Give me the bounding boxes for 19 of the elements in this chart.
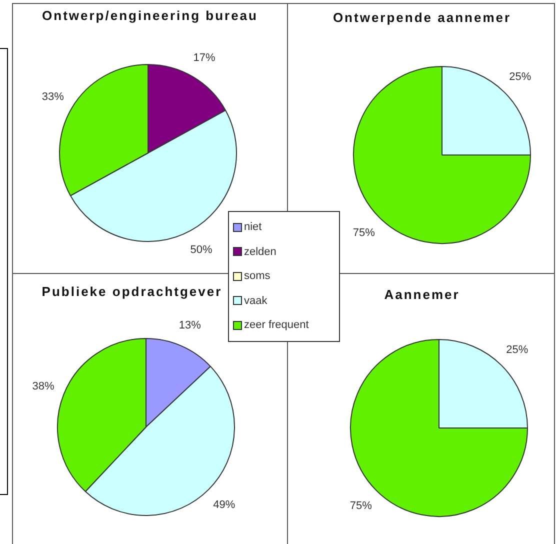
chart-title: Ontwerp/engineering bureau bbox=[42, 8, 258, 23]
data-label: 33% bbox=[42, 90, 64, 103]
chart-title: Publieke opdrachtgever bbox=[42, 284, 222, 299]
data-label: 50% bbox=[190, 244, 212, 256]
legend-label: zelden bbox=[244, 246, 276, 258]
data-label: 17% bbox=[193, 52, 216, 64]
legend-label: soms bbox=[244, 270, 270, 282]
data-label: 13% bbox=[178, 320, 202, 332]
data-label: 25% bbox=[506, 344, 528, 356]
data-label: 49% bbox=[213, 499, 236, 512]
legend-label: niet bbox=[244, 221, 262, 234]
legend-label: zeer frequent bbox=[244, 319, 309, 332]
legend-label: vaak bbox=[244, 294, 268, 307]
data-label: 25% bbox=[509, 70, 532, 83]
chart-title: Aannemer bbox=[384, 287, 460, 302]
data-label: 38% bbox=[32, 380, 54, 392]
data-label: 75% bbox=[352, 227, 376, 240]
chart-title: Ontwerpende aannemer bbox=[332, 10, 512, 25]
data-label: 75% bbox=[350, 500, 372, 512]
